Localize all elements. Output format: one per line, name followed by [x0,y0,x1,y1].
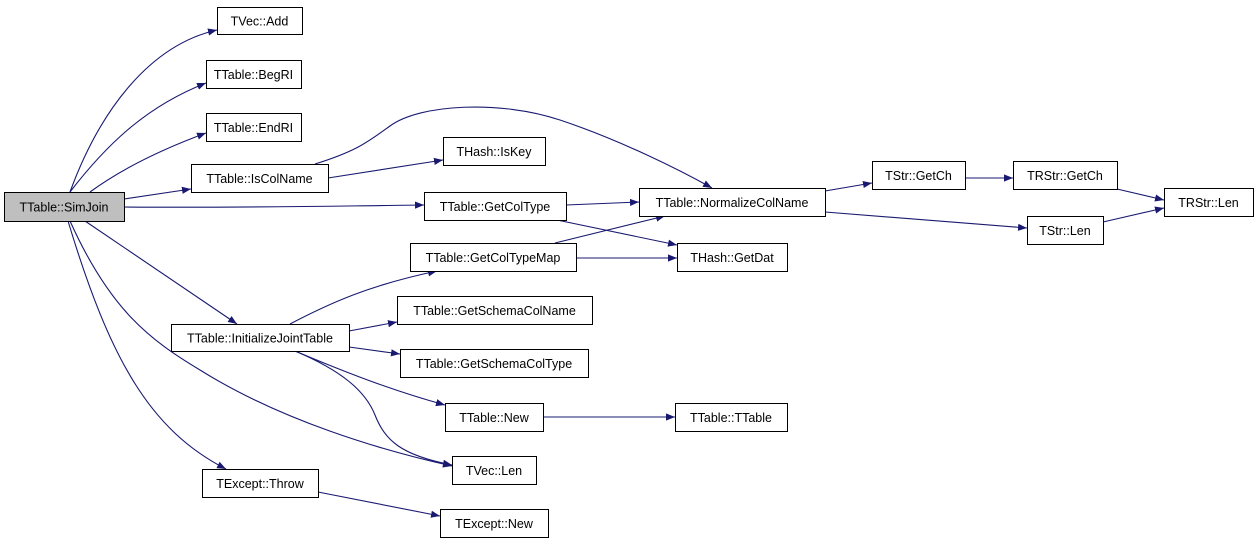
node-normalize[interactable]: TTable::NormalizeColName [639,188,826,217]
edges [67,28,1165,518]
node-box [675,403,788,432]
nodes: TTable::SimJoin TVec::AddTTable::BegRITTa… [4,7,1254,538]
node-box [872,161,966,190]
node-box [400,349,589,378]
edge-initjoint-to-getschemacolname [348,320,398,332]
node-box [1013,161,1118,190]
node-simjoin: TTable::SimJoin [4,192,125,222]
node-rstrlen[interactable]: TRStr::Len [1164,188,1254,217]
node-tablenew[interactable]: TTable::New [445,403,544,432]
node-endri[interactable]: TTable::EndRI [206,113,302,142]
node-label: TTable::GetSchemaColName [413,304,576,318]
node-label: TVec::Len [466,464,522,478]
node-rstrgetch[interactable]: TRStr::GetCh [1013,161,1118,190]
edge-iscolname-to-normalize [314,106,713,189]
node-ttable[interactable]: TTable::TTable [675,403,788,432]
node-box [440,509,549,538]
node-label: TExcept::New [455,517,534,531]
node-box [202,469,319,498]
node-veclen[interactable]: TVec::Len [452,456,537,485]
edge-rstrgetch-to-rstrlen [1116,188,1165,202]
node-throw[interactable]: TExcept::Throw [202,469,319,498]
node-box [1164,188,1254,217]
edge-iscolname-to-iskey [327,157,444,179]
edge-simjoin-to-begri [69,82,207,193]
node-getschemacolname[interactable]: TTable::GetSchemaColName [397,296,593,325]
node-label: TExcept::Throw [216,477,304,491]
node-strlen[interactable]: TStr::Len [1027,216,1104,245]
node-box [191,164,329,193]
node-vecadd[interactable]: TVec::Add [217,7,303,35]
edge-strlen-to-rstrlen [1102,206,1165,223]
node-box [206,60,302,89]
node-box [443,137,546,166]
edge-initjoint-to-getschemacoltype [348,346,401,357]
node-initjoint[interactable]: TTable::InitializeJointTable [171,324,350,352]
edge-getcoltype-to-normalize [565,198,640,206]
node-label: TTable::EndRI [214,121,293,135]
edge-getcoltype-to-getdat [556,219,678,247]
node-getcoltypemap[interactable]: TTable::GetColTypeMap [410,243,577,272]
edge-initjoint-to-getcoltypemap [289,269,438,325]
node-label: TVec::Add [231,15,289,29]
node-label: TTable::IsColName [206,172,312,186]
node-label: TTable::BegRI [214,68,293,82]
node-box [677,243,788,272]
edge-normalize-to-strlen [824,211,1028,231]
node-box [4,192,125,222]
node-getcoltype[interactable]: TTable::GetColType [424,192,567,221]
node-label: TTable::GetColType [440,200,551,214]
edge-simjoin-to-throw [67,220,227,470]
node-label: TRStr::GetCh [1027,169,1103,183]
node-exceptnew[interactable]: TExcept::New [440,509,549,538]
node-label: TTable::SimJoin [20,201,109,215]
edge-simjoin-to-veclen [69,220,453,468]
node-begri[interactable]: TTable::BegRI [206,60,302,89]
node-box [424,192,567,221]
edge-getcoltypemap-to-normalize [554,214,666,244]
edge-initjoint-to-veclen [294,350,453,467]
node-label: TTable::GetColTypeMap [426,251,561,265]
node-label: THash::GetDat [690,251,774,265]
edge-normalize-to-strgetch [824,180,873,192]
edge-throw-to-exceptnew [317,491,441,518]
node-label: TTable::GetSchemaColType [416,357,572,371]
edge-simjoin-to-getcoltype [123,201,425,209]
node-getdat[interactable]: THash::GetDat [677,243,788,272]
node-strgetch[interactable]: TStr::GetCh [872,161,966,190]
node-box [171,324,350,352]
node-box [639,188,826,217]
edge-simjoin-to-iscolname [123,186,192,200]
node-box [452,456,537,485]
node-label: TStr::Len [1039,224,1090,238]
node-label: TTable::New [459,411,529,425]
edge-simjoin-to-vecadd [69,28,218,193]
node-iscolname[interactable]: TTable::IsColName [191,164,329,193]
node-box [410,243,577,272]
node-box [1027,216,1104,245]
node-label: TRStr::Len [1178,196,1238,210]
node-label: THash::IsKey [456,145,532,159]
node-label: TTable::TTable [690,411,772,425]
node-label: TStr::GetCh [885,169,952,183]
node-box [445,403,544,432]
node-getschemacoltype[interactable]: TTable::GetSchemaColType [400,349,589,378]
node-box [206,113,302,142]
edge-simjoin-to-initjoint [84,220,238,325]
edge-simjoin-to-endri [89,132,207,193]
node-label: TTable::NormalizeColName [656,196,809,210]
node-iskey[interactable]: THash::IsKey [443,137,546,166]
node-box [217,7,303,35]
node-label: TTable::InitializeJointTable [187,332,333,346]
node-box [397,296,593,325]
